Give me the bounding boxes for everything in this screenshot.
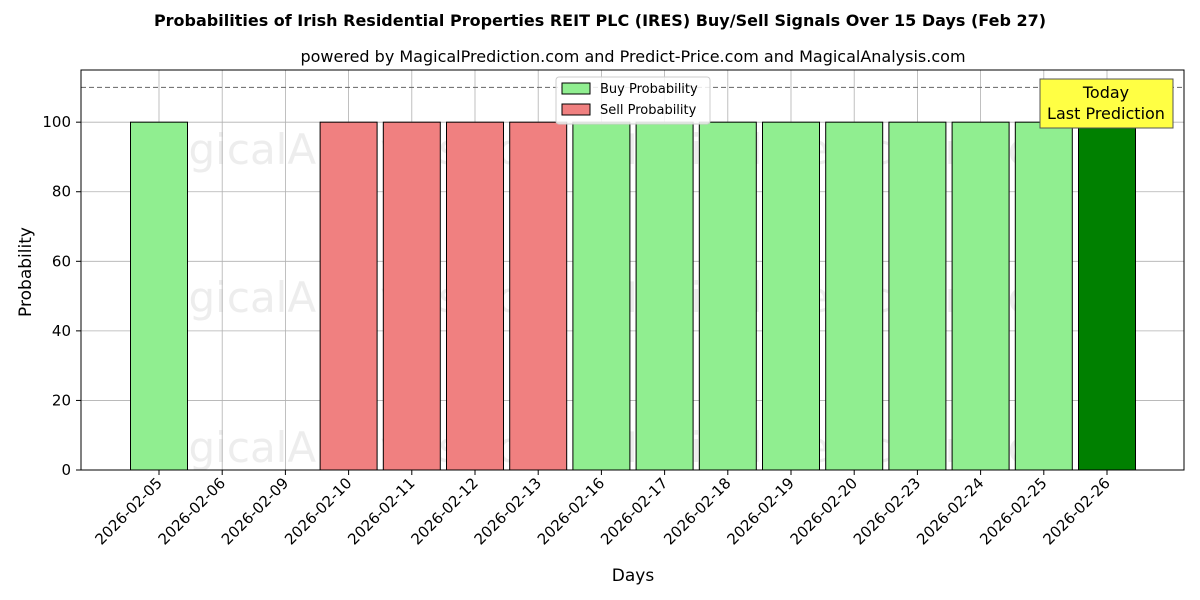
y-axis-label: Probability — [16, 227, 36, 317]
y-tick-label: 60 — [52, 252, 71, 270]
x-tick-label: 2026-02-09 — [218, 474, 292, 548]
y-tick-label: 100 — [42, 113, 71, 131]
x-tick-label: 2026-02-24 — [913, 474, 987, 548]
buy-bar-2026-02-05 — [130, 121, 188, 471]
sell-bar-2026-02-10 — [319, 121, 378, 471]
x-tick-label: 2026-02-05 — [91, 474, 165, 548]
x-tick-label: 2026-02-23 — [850, 474, 924, 548]
buy-bar-2026-02-17 — [635, 121, 694, 471]
legend-swatch-0 — [561, 82, 591, 95]
plot-area: MagicalAnalysis.comMagicalPrediction.com… — [42, 69, 1185, 548]
x-tick-label: 2026-02-12 — [407, 474, 481, 548]
x-tick-label: 2026-02-25 — [976, 474, 1050, 548]
buy-bar-2026-02-25 — [1014, 121, 1073, 471]
x-tick-label: 2026-02-18 — [660, 474, 734, 548]
legend-swatch-1 — [561, 103, 591, 116]
legend-label-1: Sell Probability — [600, 103, 697, 118]
buy-bar-2026-02-24 — [951, 121, 1010, 471]
legend: Buy Probability Sell Probability — [555, 76, 711, 125]
buy-bar-2026-02-16 — [572, 121, 631, 471]
today-annotation: Today Last Prediction — [1039, 78, 1174, 129]
sell-bar-2026-02-11 — [382, 121, 441, 471]
x-tick-label: 2026-02-06 — [155, 474, 229, 548]
x-tick-label: 2026-02-13 — [471, 474, 545, 548]
sell-bar-2026-02-13 — [509, 121, 568, 471]
y-tick-label: 40 — [52, 322, 71, 340]
x-tick-label: 2026-02-26 — [1039, 474, 1113, 548]
annotation-box — [1039, 78, 1174, 129]
y-tick-label: 20 — [52, 391, 71, 409]
chart-title: Probabilities of Irish Residential Prope… — [154, 11, 1046, 30]
x-axis-label: Days — [612, 566, 655, 586]
x-tick-label: 2026-02-19 — [723, 474, 797, 548]
buy-bar-2026-02-26 — [1078, 121, 1136, 471]
sell-bar-2026-02-12 — [446, 121, 504, 471]
x-tick-label: 2026-02-20 — [787, 474, 861, 548]
legend-label-0: Buy Probability — [600, 82, 698, 97]
x-tick-label: 2026-02-10 — [281, 474, 355, 548]
y-tick-label: 80 — [52, 183, 71, 201]
annotation-line-0: Today — [1082, 83, 1129, 102]
buy-bar-2026-02-18 — [698, 121, 757, 471]
buy-bar-2026-02-20 — [825, 121, 884, 471]
legend-box — [555, 76, 711, 125]
x-tick-label: 2026-02-16 — [534, 474, 608, 548]
x-tick-label: 2026-02-11 — [344, 474, 418, 548]
plot-frame — [80, 69, 1185, 471]
x-tick-label: 2026-02-17 — [597, 474, 671, 548]
annotation-line-1: Last Prediction — [1047, 104, 1165, 123]
buy-bar-2026-02-19 — [762, 121, 820, 471]
buy-bar-2026-02-23 — [888, 121, 947, 471]
y-tick-label: 0 — [61, 461, 71, 479]
chart-subtitle: powered by MagicalPrediction.com and Pre… — [300, 47, 965, 66]
